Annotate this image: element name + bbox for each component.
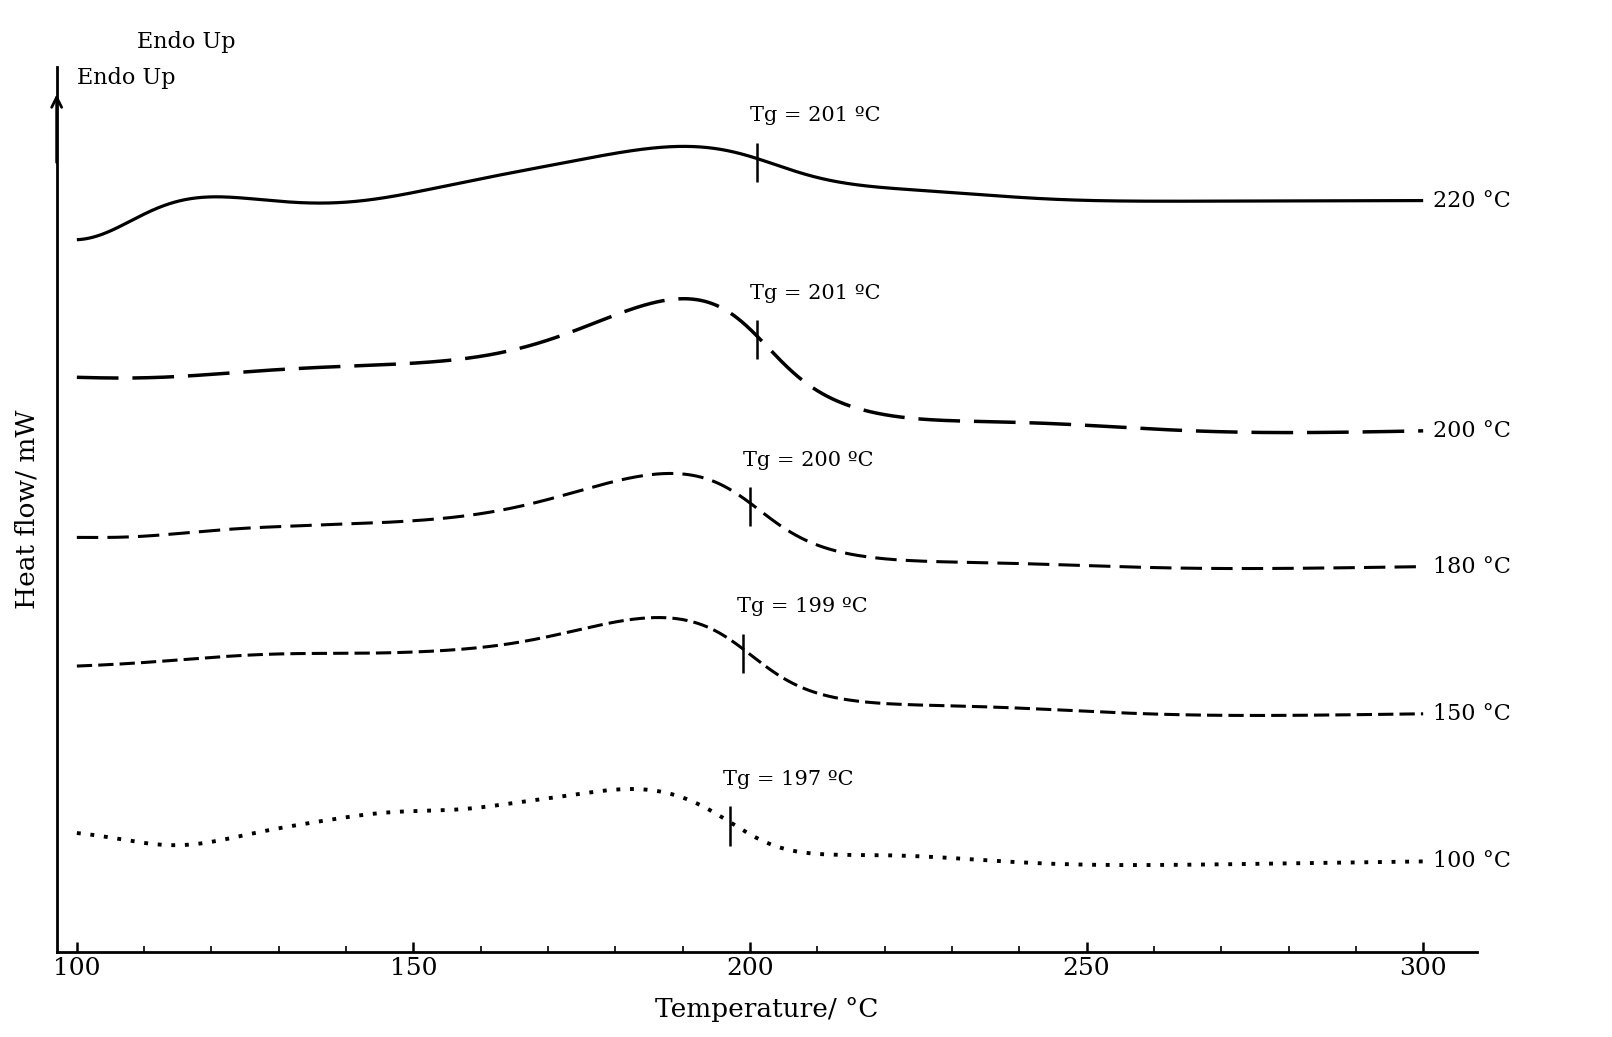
Text: Tg = 197 ºC: Tg = 197 ºC (724, 770, 854, 789)
Text: Tg = 201 ºC: Tg = 201 ºC (750, 107, 880, 125)
Text: Endo Up: Endo Up (77, 66, 176, 89)
Text: 200 °C: 200 °C (1433, 420, 1510, 442)
Text: Tg = 200 ºC: Tg = 200 ºC (743, 451, 874, 470)
Text: Tg = 199 ºC: Tg = 199 ºC (737, 597, 867, 616)
Text: 150 °C: 150 °C (1433, 703, 1510, 725)
Y-axis label: Heat flow/ mW: Heat flow/ mW (15, 410, 40, 610)
Text: 180 °C: 180 °C (1433, 556, 1510, 578)
Text: Tg = 201 ºC: Tg = 201 ºC (750, 283, 880, 303)
Text: 100 °C: 100 °C (1433, 850, 1510, 872)
X-axis label: Temperature/ °C: Temperature/ °C (654, 997, 879, 1022)
Text: 220 °C: 220 °C (1433, 190, 1510, 212)
Text: Endo Up: Endo Up (137, 31, 235, 53)
